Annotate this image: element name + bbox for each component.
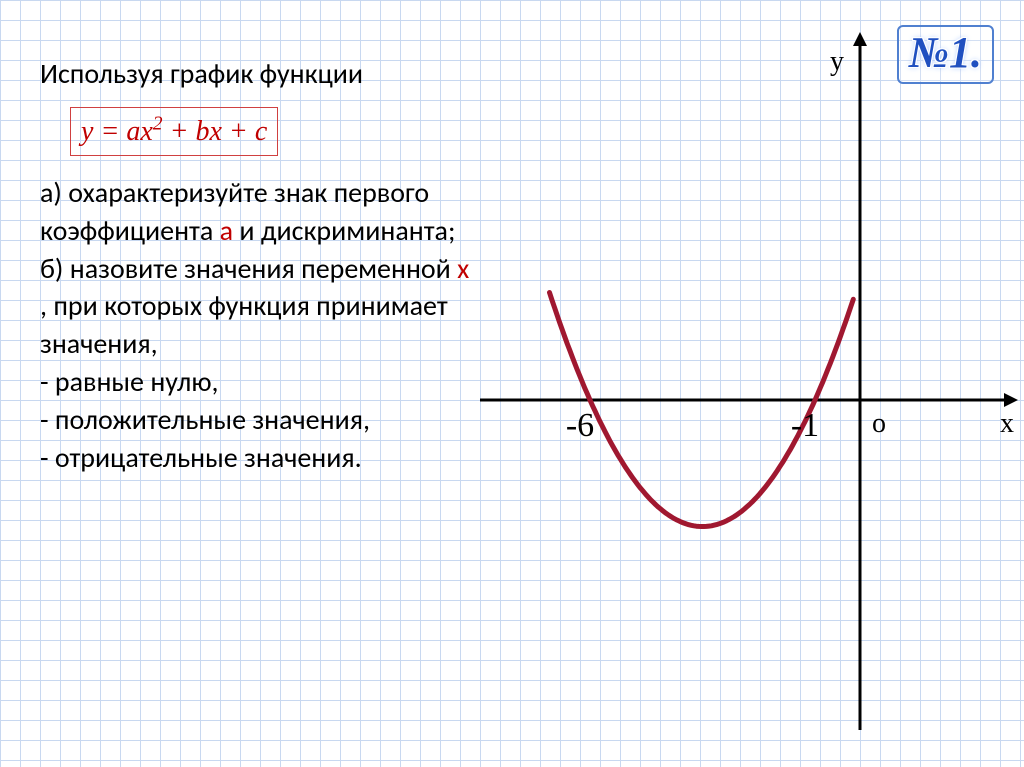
parabola-chart: у х о -6 -1 <box>480 30 1020 730</box>
var-x: х <box>457 251 469 286</box>
formula: y = ax2 + bx + c <box>81 116 267 147</box>
part-b: б) назовите значения переменной х , при … <box>40 250 470 363</box>
bullet-positive: - положительные значения, <box>40 401 470 439</box>
bullet-zero: - равные нулю, <box>40 363 470 401</box>
formula-box: y = ax2 + bx + c <box>70 107 278 156</box>
svg-text:-1: -1 <box>791 407 819 444</box>
svg-text:у: у <box>830 46 844 77</box>
svg-text:х: х <box>1000 408 1014 439</box>
svg-text:о: о <box>872 408 886 439</box>
text-content: Используя график функции y = ax2 + bx + … <box>40 55 470 476</box>
coef-a: а <box>220 213 233 248</box>
chart-area: у х о -6 -1 <box>480 30 1020 730</box>
svg-text:-6: -6 <box>566 407 594 444</box>
part-a: а) охарактеризуйте знак первого коэффици… <box>40 174 470 250</box>
bullet-negative: - отрицательные значения. <box>40 439 470 477</box>
intro-line: Используя график функции <box>40 55 470 93</box>
